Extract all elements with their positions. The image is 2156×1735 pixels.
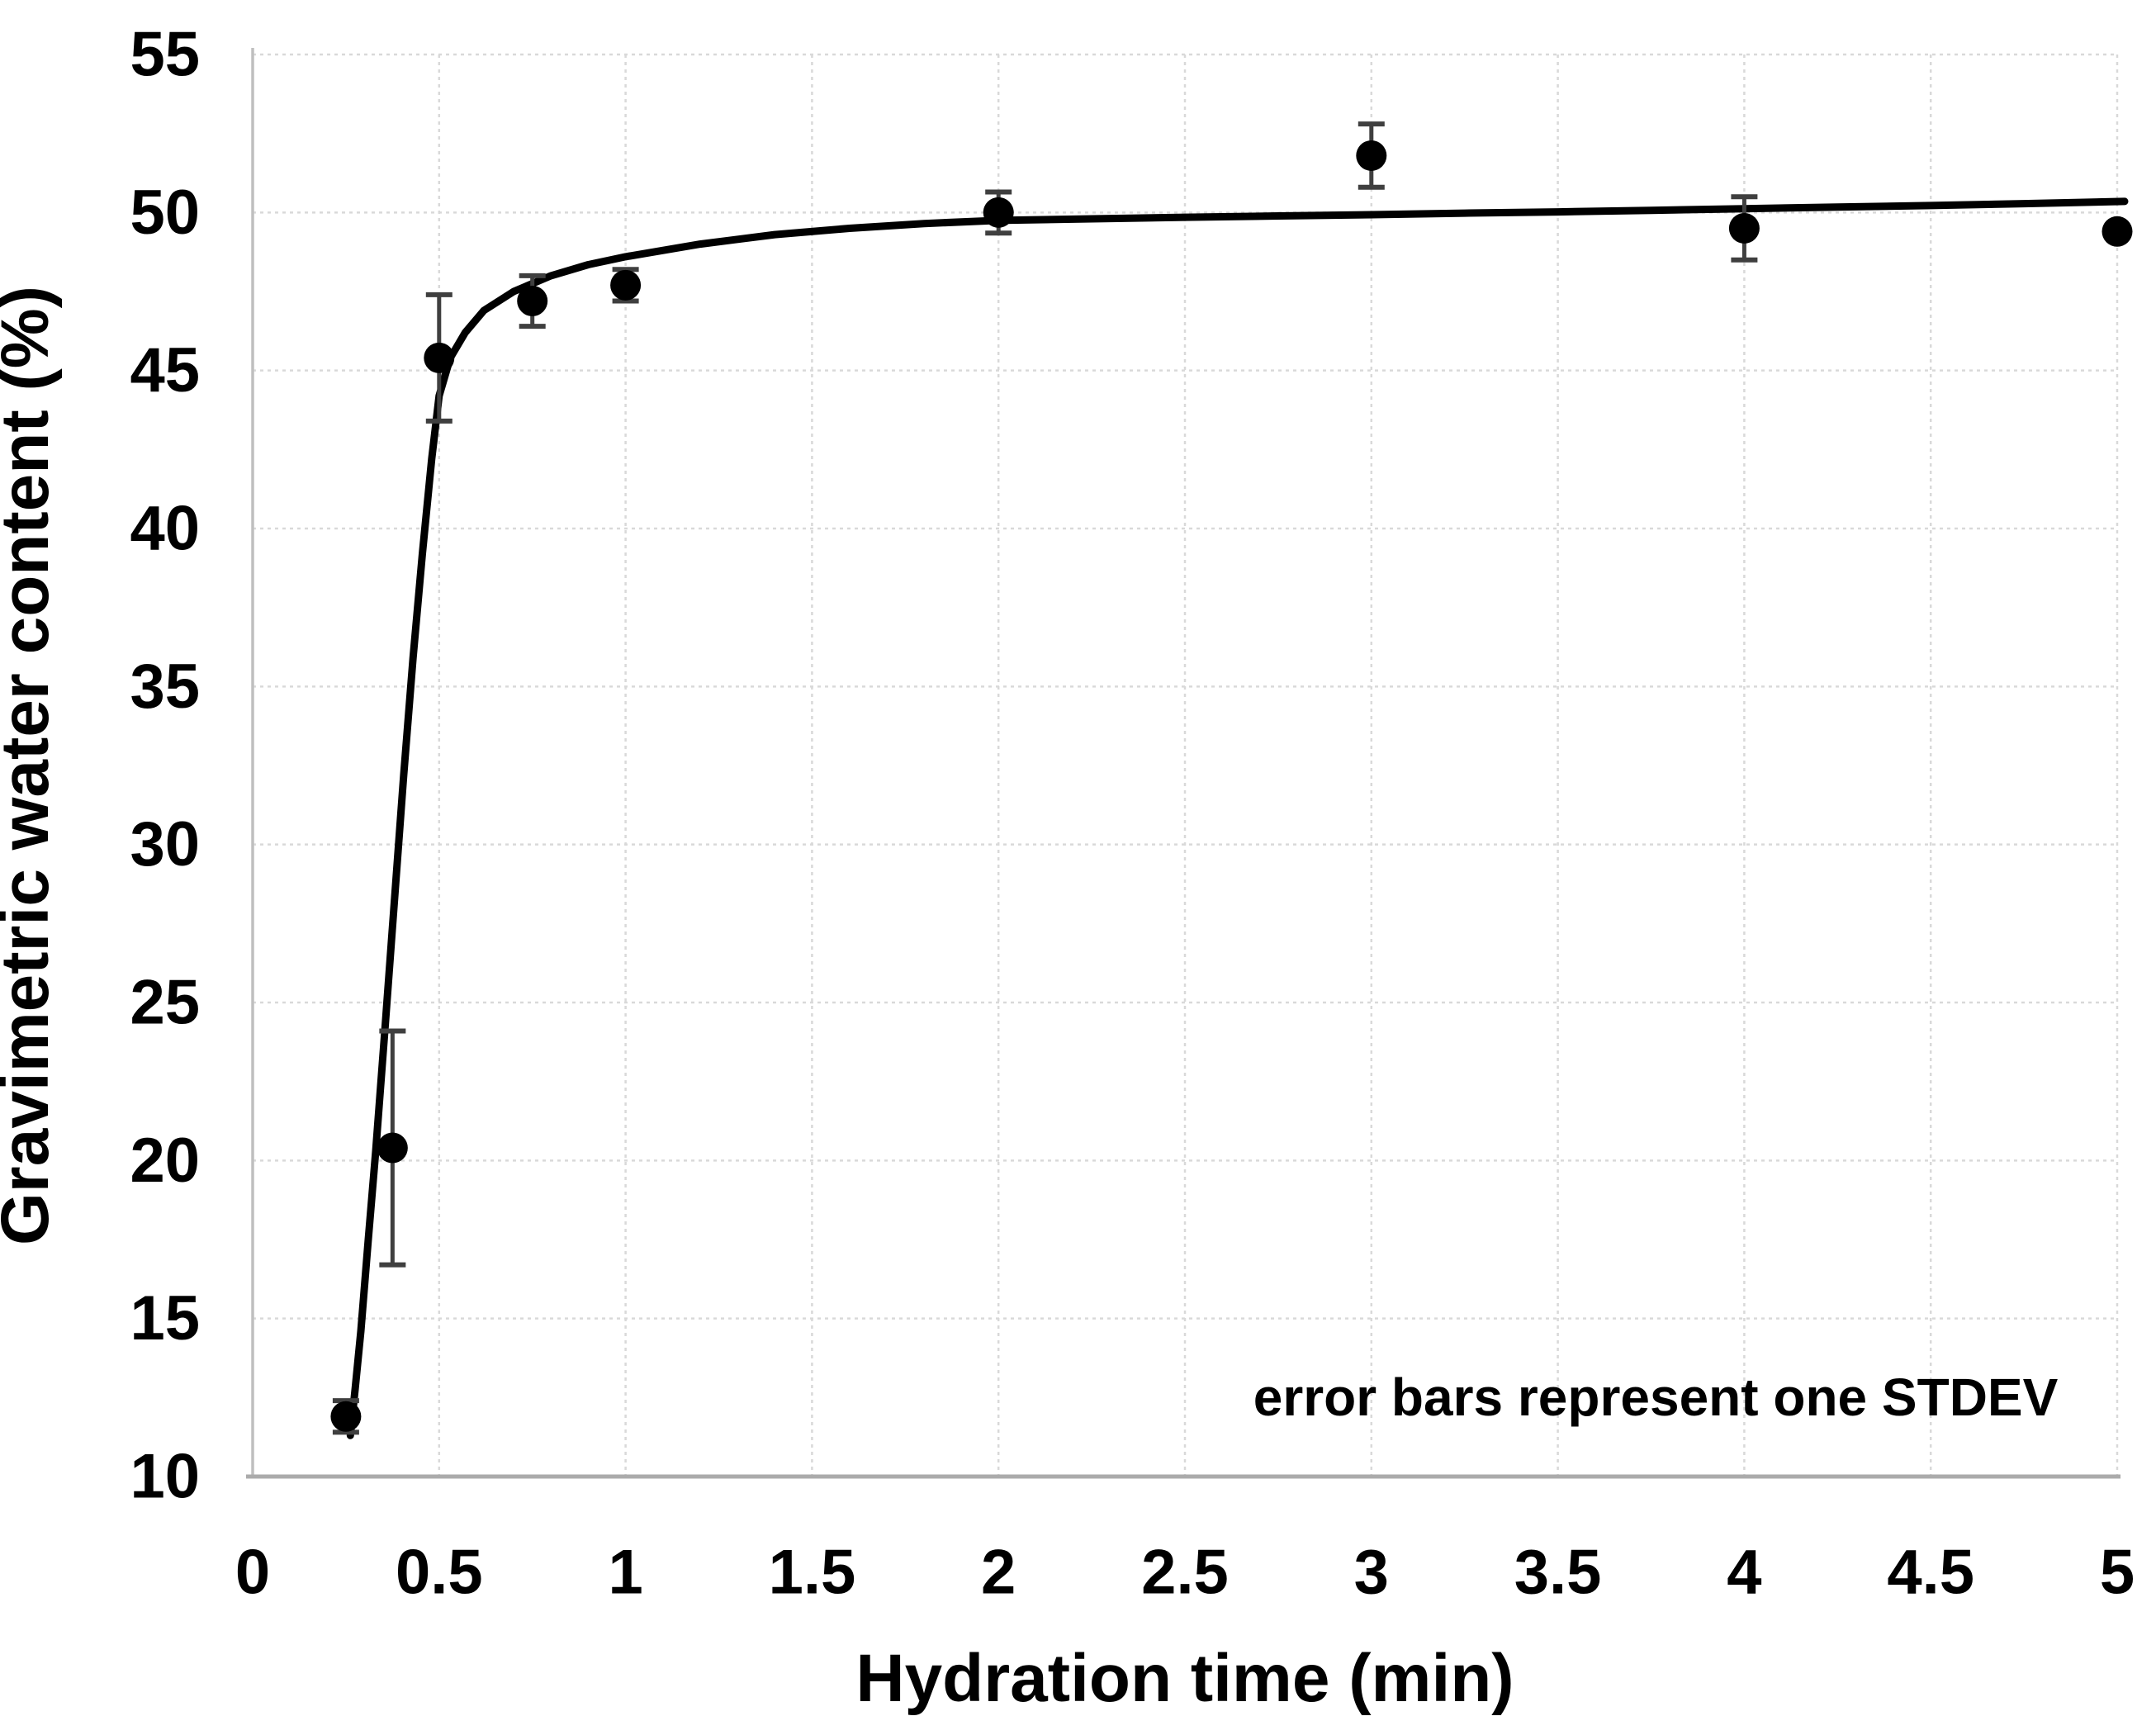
data-point bbox=[424, 342, 455, 373]
x-tick-label: 3.5 bbox=[1514, 1538, 1602, 1608]
y-tick-label: 50 bbox=[130, 178, 200, 248]
x-tick-label: 4.5 bbox=[1887, 1538, 1974, 1608]
y-tick-label: 10 bbox=[130, 1442, 200, 1512]
y-tick-label: 55 bbox=[130, 20, 200, 90]
data-point bbox=[1356, 140, 1387, 171]
x-axis-tick-labels: 0 0.5 1 1.5 2 2.5 3 3.5 4 4.5 5 bbox=[235, 1538, 2135, 1608]
axes bbox=[246, 48, 2120, 1479]
x-tick-label: 0.5 bbox=[396, 1538, 483, 1608]
data-point bbox=[983, 197, 1014, 228]
data-point bbox=[517, 285, 548, 316]
x-tick-label: 1.5 bbox=[769, 1538, 856, 1608]
data-point bbox=[377, 1132, 408, 1164]
error-bars bbox=[332, 121, 1758, 1435]
x-tick-label: 1 bbox=[608, 1538, 642, 1608]
y-tick-label: 20 bbox=[130, 1126, 200, 1196]
data-point bbox=[2102, 216, 2133, 247]
trendline-group bbox=[346, 197, 2129, 1439]
y-tick-label: 45 bbox=[130, 335, 200, 405]
x-axis-title: Hydration time (min) bbox=[855, 1641, 1514, 1716]
x-tick-label: 5 bbox=[2100, 1538, 2135, 1608]
y-tick-label: 25 bbox=[130, 968, 200, 1038]
data-point bbox=[610, 269, 642, 301]
y-axis-title: Gravimetric water content (%) bbox=[0, 286, 63, 1245]
y-tick-label: 40 bbox=[130, 494, 200, 564]
data-point bbox=[1728, 212, 1760, 244]
trendline bbox=[346, 197, 2129, 1439]
gridlines bbox=[253, 53, 2119, 1477]
x-tick-label: 4 bbox=[1727, 1538, 1761, 1608]
error-bar-annotation: error bars represent one STDEV bbox=[1253, 1368, 2059, 1427]
x-tick-label: 3 bbox=[1354, 1538, 1389, 1608]
y-tick-label: 30 bbox=[130, 809, 200, 879]
y-tick-label: 15 bbox=[130, 1283, 200, 1353]
x-tick-label: 2.5 bbox=[1141, 1538, 1229, 1608]
y-axis-tick-labels: 10 15 20 25 30 35 40 45 50 55 bbox=[130, 20, 200, 1512]
data-points bbox=[330, 140, 2133, 1432]
data-point bbox=[330, 1401, 362, 1432]
y-tick-label: 35 bbox=[130, 652, 200, 722]
x-tick-label: 2 bbox=[981, 1538, 1016, 1608]
x-tick-label: 0 bbox=[235, 1538, 270, 1608]
